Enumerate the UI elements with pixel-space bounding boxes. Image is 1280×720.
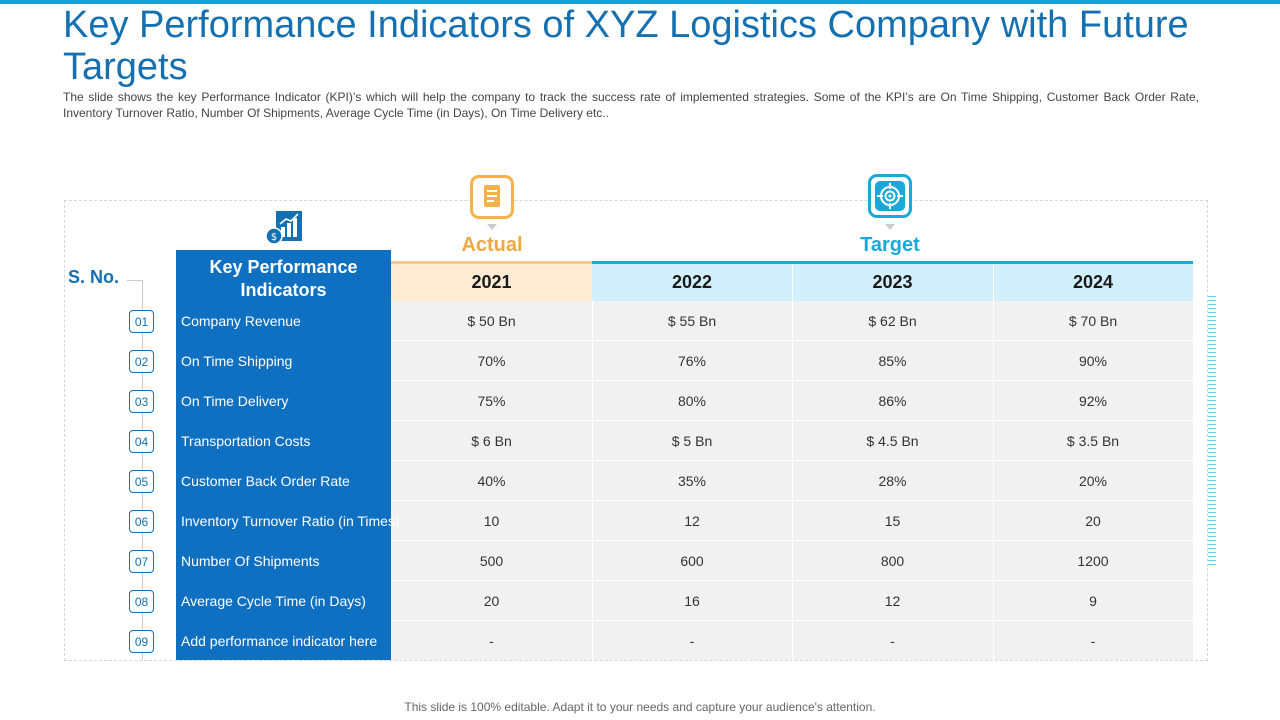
value-2023: 12 <box>884 593 901 609</box>
value-2023: 15 <box>884 513 901 529</box>
page-title: Key Performance Indicators of XYZ Logist… <box>63 4 1189 88</box>
page-subtitle: The slide shows the key Performance Indi… <box>63 90 1199 120</box>
kpi-name: On Time Delivery <box>181 393 289 409</box>
column-divider <box>592 301 593 660</box>
column-divider <box>792 301 793 660</box>
target-icon <box>868 174 912 218</box>
value-2023: - <box>890 633 895 649</box>
value-2021: $ 50 Bn <box>467 313 516 329</box>
value-2024: - <box>1090 633 1096 649</box>
year-header-2023: 2023 <box>792 261 993 301</box>
value-2021: 75% <box>477 393 506 409</box>
serial-number-label: S. No. <box>68 267 120 287</box>
kpi-column-header: Key Performance Indicators <box>209 257 358 300</box>
value-2022: 80% <box>677 393 707 409</box>
header-divider <box>993 264 994 301</box>
value-2023: $ 4.5 Bn <box>866 433 919 449</box>
table-row: 05 Customer Back Order Rate 40% 35% 28% … <box>0 461 1280 501</box>
kpi-name: Average Cycle Time (in Days) <box>181 593 366 609</box>
value-2024: $ 70 Bn <box>1068 313 1118 329</box>
value-2023: 800 <box>880 553 905 569</box>
row-number-badge: 03 <box>129 390 154 413</box>
row-number-badge: 01 <box>129 310 154 333</box>
table-row: 02 On Time Shipping 70% 76% 85% 90% <box>0 341 1280 381</box>
header-divider <box>792 264 793 301</box>
year-header-2022: 2022 <box>592 261 792 301</box>
bar-chart-icon: $ <box>264 209 304 247</box>
kpi-name: Add performance indicator here <box>181 633 378 649</box>
value-2022: 35% <box>677 473 707 489</box>
row-divider <box>391 580 1193 581</box>
row-number-badge: 09 <box>129 630 154 653</box>
table-row: 06 Inventory Turnover Ratio (in Times) 1… <box>0 501 1280 541</box>
value-2021: 70% <box>477 353 506 369</box>
value-2023: 28% <box>878 473 907 489</box>
value-2021: - <box>489 633 494 649</box>
row-divider <box>391 420 1193 421</box>
row-number-badge: 04 <box>129 430 154 453</box>
svg-text:$: $ <box>271 232 277 243</box>
value-2022: 12 <box>684 513 700 529</box>
row-number-badge: 05 <box>129 470 154 493</box>
value-2024: $ 3.5 Bn <box>1066 433 1120 449</box>
row-number-badge: 07 <box>129 550 154 573</box>
table-row: 07 Number Of Shipments 500 600 800 1200 <box>0 541 1280 581</box>
row-number-badge: 08 <box>129 590 154 613</box>
value-2024: 1200 <box>1077 553 1109 569</box>
decorative-ticks <box>1208 296 1216 566</box>
year-header-2021: 2021 <box>391 261 592 301</box>
value-2024: 20% <box>1078 473 1108 489</box>
footer-note: This slide is 100% editable. Adapt it to… <box>404 700 876 714</box>
value-2023: 85% <box>878 353 907 369</box>
value-2021: 500 <box>479 553 504 569</box>
row-divider <box>391 500 1193 501</box>
table-frame <box>64 200 1208 661</box>
value-2024: 90% <box>1078 353 1108 369</box>
kpi-name: On Time Shipping <box>181 353 293 369</box>
actual-pointer <box>487 224 497 230</box>
table-row: 08 Average Cycle Time (in Days) 20 16 12… <box>0 581 1280 621</box>
table-row: 09 Add performance indicator here - - - … <box>0 621 1280 661</box>
value-2022: $ 55 Bn <box>667 313 717 329</box>
row-divider <box>391 380 1193 381</box>
kpi-name: Company Revenue <box>181 313 301 329</box>
table-row: 01 Company Revenue $ 50 Bn $ 55 Bn $ 62 … <box>0 301 1280 341</box>
row-divider <box>391 460 1193 461</box>
value-2021: 10 <box>483 513 500 529</box>
value-2021: $ 6 Bn <box>471 433 512 449</box>
row-divider <box>391 540 1193 541</box>
value-2022: 16 <box>684 593 700 609</box>
target-pointer <box>885 224 895 230</box>
value-2024: 20 <box>1085 513 1101 529</box>
value-2022: 76% <box>677 353 707 369</box>
kpi-name: Number Of Shipments <box>181 553 320 569</box>
value-2022: $ 5 Bn <box>671 433 713 449</box>
row-divider <box>391 340 1193 341</box>
value-2024: 9 <box>1089 593 1097 609</box>
kpi-name: Inventory Turnover Ratio (in Times) <box>181 513 400 529</box>
actual-label: Actual <box>461 234 523 256</box>
value-2022: - <box>689 633 695 649</box>
year-header-2024: 2024 <box>993 261 1193 301</box>
row-number-badge: 06 <box>129 510 154 533</box>
top-accent-bar <box>0 0 1280 4</box>
value-2021: 40% <box>477 473 506 489</box>
value-2022: 600 <box>680 553 704 569</box>
row-number-badge: 02 <box>129 350 154 373</box>
table-row: 03 On Time Delivery 75% 80% 86% 92% <box>0 381 1280 421</box>
kpi-name: Transportation Costs <box>181 433 311 449</box>
table-row: 04 Transportation Costs $ 6 Bn $ 5 Bn $ … <box>0 421 1280 461</box>
value-2023: 86% <box>878 393 907 409</box>
row-divider <box>391 620 1193 621</box>
value-2021: 20 <box>483 593 500 609</box>
target-label: Target <box>860 234 920 256</box>
column-divider <box>993 301 994 660</box>
value-2024: 92% <box>1078 393 1108 409</box>
value-2023: $ 62 Bn <box>868 313 917 329</box>
kpi-name: Customer Back Order Rate <box>181 473 350 489</box>
kpi-column-panel <box>176 250 391 660</box>
document-icon <box>470 175 514 219</box>
